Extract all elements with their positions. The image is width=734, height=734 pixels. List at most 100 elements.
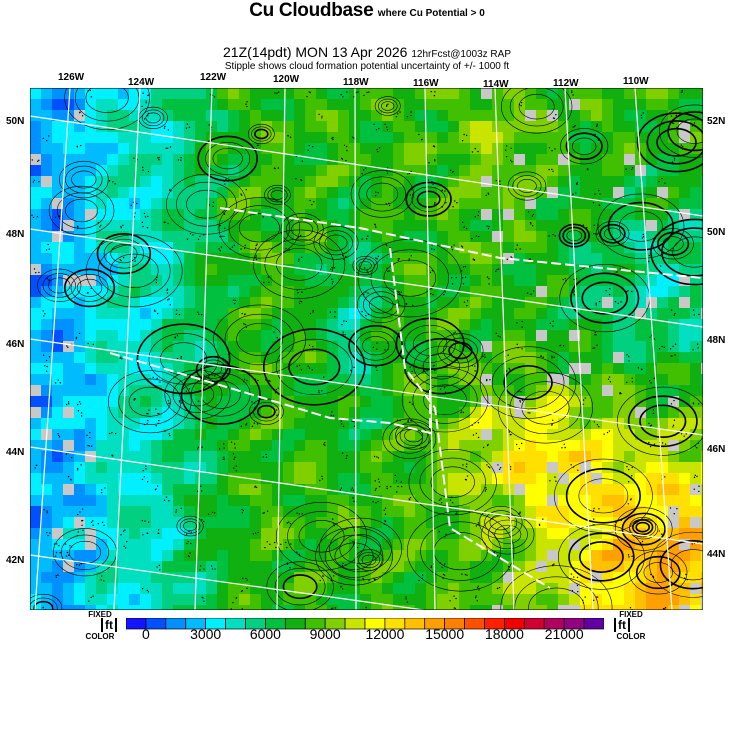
- stipple-dot: [428, 162, 430, 164]
- stipple-dot: [499, 180, 501, 182]
- stipple-dot: [180, 159, 182, 162]
- stipple-dot: [368, 579, 370, 582]
- field-cell: [96, 99, 107, 110]
- stipple-dot: [156, 485, 159, 487]
- field-cell: [162, 594, 173, 605]
- field-cell: [613, 286, 624, 297]
- field-cell: [415, 385, 426, 396]
- field-cell: [305, 154, 316, 165]
- stipple-dot: [324, 444, 326, 447]
- field-cell: [338, 308, 349, 319]
- field-cell: [173, 231, 184, 242]
- latitude-line: [30, 338, 703, 436]
- field-cell: [305, 407, 316, 418]
- field-cell: [679, 121, 690, 132]
- field-cell: [547, 154, 558, 165]
- stipple-dot: [141, 519, 144, 522]
- field-cell: [85, 418, 96, 429]
- field-cell: [437, 429, 448, 440]
- stipple-dot: [242, 509, 245, 512]
- field-cell: [580, 264, 591, 275]
- field-cell: [272, 429, 283, 440]
- stipple-dot: [340, 93, 342, 96]
- field-cell: [316, 308, 327, 319]
- field-cell: [525, 319, 536, 330]
- field-cell: [382, 187, 393, 198]
- stipple-dot: [321, 478, 324, 480]
- stipple-dot: [90, 445, 93, 447]
- colorbar-tick-label: 3000: [190, 626, 222, 642]
- field-cell: [316, 396, 327, 407]
- field-cell: [173, 88, 184, 99]
- field-cell: [294, 594, 305, 605]
- field-cell: [63, 572, 74, 583]
- field-cell: [272, 275, 283, 286]
- field-cell: [239, 198, 250, 209]
- field-cell: [558, 594, 569, 605]
- field-cell: [206, 341, 217, 352]
- field-cell: [602, 154, 613, 165]
- field-cell: [162, 561, 173, 572]
- stipple-dot: [375, 502, 377, 504]
- field-cell: [85, 319, 96, 330]
- stipple-dot: [453, 244, 455, 246]
- field-cell: [657, 385, 668, 396]
- field-cell: [591, 242, 602, 253]
- field-cell: [613, 143, 624, 154]
- colorbar-tick-label: 6000: [249, 626, 281, 642]
- field-cell: [514, 330, 525, 341]
- field-cell: [591, 550, 602, 561]
- field-cell: [646, 407, 657, 418]
- field-cell: [338, 220, 349, 231]
- field-cell: [470, 550, 481, 561]
- contour-line: [528, 587, 585, 610]
- stipple-dot: [519, 512, 521, 514]
- field-cell: [558, 286, 569, 297]
- stipple-dot: [421, 138, 423, 141]
- field-cell: [525, 165, 536, 176]
- field-cell: [52, 308, 63, 319]
- contour-line: [578, 478, 629, 514]
- field-cell: [448, 341, 459, 352]
- field-cell: [349, 286, 360, 297]
- field-cell: [30, 484, 41, 495]
- stipple-dot: [395, 115, 398, 118]
- field-cell: [107, 374, 118, 385]
- field-cell: [74, 330, 85, 341]
- stipple-dot: [693, 122, 696, 124]
- colorbar: [126, 618, 604, 630]
- field-cell: [624, 594, 635, 605]
- field-cell: [52, 539, 63, 550]
- colorbar-bin: [344, 618, 366, 630]
- field-cell: [404, 594, 415, 605]
- field-cell: [624, 583, 635, 594]
- field-cell: [404, 429, 415, 440]
- field-cell: [470, 418, 481, 429]
- field-cell: [316, 220, 327, 231]
- field-cell: [404, 550, 415, 561]
- stipple-dot: [582, 399, 585, 401]
- stipple-dot: [329, 311, 332, 313]
- field-cell: [393, 385, 404, 396]
- field-cell: [316, 374, 327, 385]
- field-cell: [415, 264, 426, 275]
- field-cell: [613, 253, 624, 264]
- stipple-dot: [159, 569, 161, 571]
- field-cell: [272, 319, 283, 330]
- stipple-dot: [682, 145, 684, 148]
- field-cell: [415, 473, 426, 484]
- field-cell: [206, 594, 217, 605]
- stipple-dot: [262, 456, 264, 458]
- field-cell: [173, 297, 184, 308]
- stipple-dot: [486, 276, 489, 278]
- stipple-dot: [466, 475, 469, 477]
- stipple-dot: [474, 596, 477, 599]
- field-cell: [371, 352, 382, 363]
- stipple-dot: [673, 314, 675, 316]
- stipple-dot: [365, 314, 367, 317]
- stipple-dot: [46, 531, 48, 534]
- field-cell: [701, 264, 703, 275]
- stipple-dot: [384, 520, 386, 522]
- field-cell: [52, 209, 63, 220]
- field-cell: [283, 231, 294, 242]
